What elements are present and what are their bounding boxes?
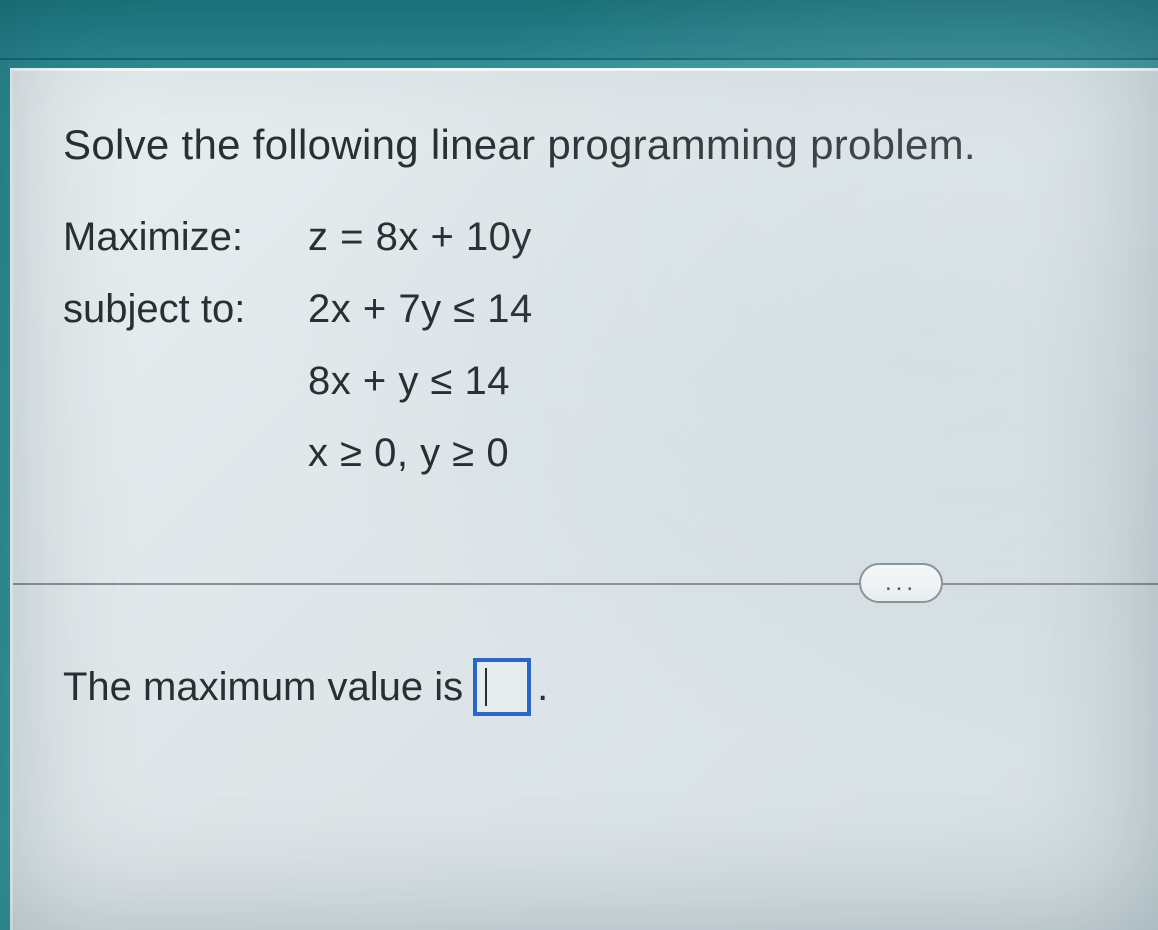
app-header-bar	[0, 0, 1158, 60]
objective-row: Maximize: z = 8x + 10y	[63, 207, 1123, 267]
constraint-2: 8x + y ≤ 14	[308, 351, 510, 411]
answer-prefix: The maximum value is	[63, 665, 463, 710]
constraint-1: 2x + 7y ≤ 14	[308, 279, 533, 339]
spacer-label	[63, 423, 308, 483]
problem-block: Maximize: z = 8x + 10y subject to: 2x + …	[63, 207, 1123, 483]
text-cursor	[485, 668, 487, 706]
divider-line	[13, 583, 1158, 585]
answer-row: The maximum value is .	[63, 658, 1123, 716]
expand-hint-button[interactable]: ...	[859, 563, 943, 603]
constraint-row-2: 8x + y ≤ 14	[63, 351, 1123, 411]
subject-to-label: subject to:	[63, 279, 308, 339]
spacer-label	[63, 351, 308, 411]
constraint-3: x ≥ 0, y ≥ 0	[308, 423, 509, 483]
answer-input[interactable]	[473, 658, 531, 716]
answer-suffix: .	[537, 665, 548, 710]
question-prompt: Solve the following linear programming p…	[63, 121, 1123, 169]
objective-function: z = 8x + 10y	[308, 207, 532, 267]
section-divider: ...	[63, 563, 1123, 603]
question-card: Solve the following linear programming p…	[10, 68, 1158, 930]
constraint-row-1: subject to: 2x + 7y ≤ 14	[63, 279, 1123, 339]
maximize-label: Maximize:	[63, 207, 308, 267]
constraint-row-3: x ≥ 0, y ≥ 0	[63, 423, 1123, 483]
